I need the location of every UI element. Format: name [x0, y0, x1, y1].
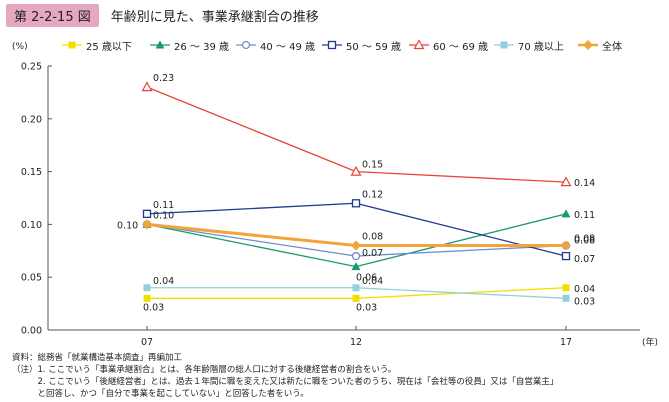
data-label: 0.11 — [574, 210, 595, 221]
series-3: 0.11 0.12 0.07 — [142, 189, 595, 265]
chart-legend: 25 歳以下 26 ～ 39 歳 40 ～ 49 歳 50 ～ 59 歳 60 ～ 69… — [0, 36, 669, 54]
note-2: 2. ここでいう「後継経営者」とは、過去１年間に職を変えた又は新たに職をついた者… — [12, 377, 559, 387]
legend-marker — [327, 40, 337, 50]
legend-swatch-icon — [236, 40, 256, 50]
data-label: 0.14 — [574, 178, 595, 189]
x-axis-unit: (年) — [642, 336, 658, 348]
data-point — [350, 165, 362, 176]
legend-label: 40 ～ 49 歳 — [260, 41, 315, 53]
chart-notes: 資料：総務省「就業構造基本調査」再編加工 （注）1. ここでいう「事業承継割合」… — [12, 352, 558, 400]
legend-swatch-icon — [409, 40, 429, 50]
data-label: 0.07 — [574, 254, 595, 265]
data-point — [560, 176, 572, 187]
y-tick-label: 0.00 — [21, 326, 42, 337]
data-label: 0.03 — [356, 302, 377, 313]
source-note: 資料：総務省「就業構造基本調査」再編加工 — [12, 353, 183, 363]
data-label: 0.04 — [574, 284, 595, 295]
legend-label: 25 歳以下 — [86, 41, 132, 53]
y-tick-label: 0.20 — [21, 114, 42, 125]
data-point — [352, 284, 360, 292]
legend-swatch-icon — [494, 41, 514, 49]
data-label: 0.08 — [574, 234, 595, 245]
legend-marker — [241, 40, 251, 50]
legend-marker — [413, 40, 425, 50]
legend-item: 60 ～ 69 歳 — [409, 36, 488, 54]
data-label: 0.08 — [362, 232, 383, 243]
figure-header: 第 2-2-15 図 年齢別に見た、事業承継割合の推移 — [6, 3, 319, 27]
note-1: （注）1. ここでいう「事業承継割合」とは、各年齢階層の総人口に対する後継経営者… — [12, 365, 397, 375]
y-tick-label: 0.15 — [21, 167, 42, 178]
legend-item: 全体 — [578, 36, 622, 54]
legend-item: 25 歳以下 — [62, 36, 132, 54]
data-point — [351, 251, 361, 261]
data-label: 0.04 — [153, 276, 174, 287]
x-tick-label: 17 — [560, 337, 572, 348]
y-tick-label: 0.10 — [21, 220, 42, 231]
legend-item: 26 ～ 39 歳 — [150, 36, 229, 54]
series-4: 0.23 0.15 0.14 — [141, 73, 595, 189]
legend-item: 50 ～ 59 歳 — [322, 36, 401, 54]
legend-label: 70 歳以上 — [518, 41, 564, 53]
legend-marker — [583, 40, 593, 50]
note-2-continued: と回答し、かつ「自分で事業を起こしていない」と回答した者をいう。 — [12, 389, 309, 399]
legend-item: 70 歳以上 — [494, 36, 564, 54]
legend-label: 60 ～ 69 歳 — [433, 41, 488, 53]
data-point — [351, 199, 361, 208]
series-5: 0.04 0.040.03 — [143, 276, 595, 307]
y-tick-label: 0.05 — [21, 273, 42, 284]
data-point — [351, 262, 361, 271]
legend-swatch-icon — [578, 40, 598, 50]
legend-label: 全体 — [602, 41, 622, 53]
data-label: 0.03 — [143, 302, 164, 313]
legend-marker — [500, 41, 508, 49]
data-label: 0.23 — [153, 73, 174, 84]
legend-swatch-icon — [322, 40, 342, 50]
data-label: 0.04 — [362, 276, 383, 287]
data-point — [562, 294, 570, 302]
data-label: 0.08 — [574, 236, 595, 247]
data-point — [352, 294, 360, 302]
series-0: 0.03 0.030.04 — [143, 284, 595, 314]
data-label: 0.03 — [574, 296, 595, 307]
x-tick-label: 12 — [350, 337, 362, 348]
legend-marker — [155, 40, 165, 49]
legend-item: 40 ～ 49 歳 — [236, 36, 315, 54]
data-point — [561, 251, 571, 261]
data-point — [562, 284, 570, 292]
legend-swatch-icon — [150, 40, 170, 49]
legend-marker — [68, 41, 76, 49]
data-label: 0.12 — [362, 189, 383, 200]
data-label: 0.11 — [153, 200, 174, 211]
data-point — [143, 294, 151, 302]
data-label: 0.15 — [362, 160, 383, 171]
data-point — [143, 284, 151, 292]
series-6: 0.10 0.08 0.08 — [117, 219, 595, 251]
y-tick-label: 0.25 — [21, 62, 42, 73]
x-tick-label: 07 — [141, 337, 153, 348]
data-label: 0.07 — [362, 248, 383, 259]
figure-number-badge: 第 2-2-15 図 — [6, 3, 99, 27]
y-axis-unit: (%) — [12, 42, 28, 52]
legend-label: 50 ～ 59 歳 — [346, 41, 401, 53]
data-label: 0.10 — [153, 210, 174, 221]
data-point — [142, 219, 152, 230]
data-label: 0.10 — [117, 220, 138, 231]
data-point — [561, 240, 571, 251]
legend-swatch-icon — [62, 41, 82, 49]
data-point — [142, 209, 152, 218]
data-point — [351, 240, 361, 251]
data-label: 0.06 — [356, 273, 377, 284]
legend-label: 26 ～ 39 歳 — [174, 41, 229, 53]
figure-title: 年齢別に見た、事業承継割合の推移 — [110, 9, 319, 25]
data-point — [141, 81, 153, 92]
data-point — [561, 209, 571, 218]
